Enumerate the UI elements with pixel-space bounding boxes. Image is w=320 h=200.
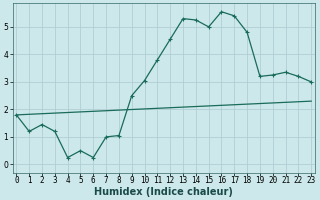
X-axis label: Humidex (Indice chaleur): Humidex (Indice chaleur): [94, 187, 233, 197]
